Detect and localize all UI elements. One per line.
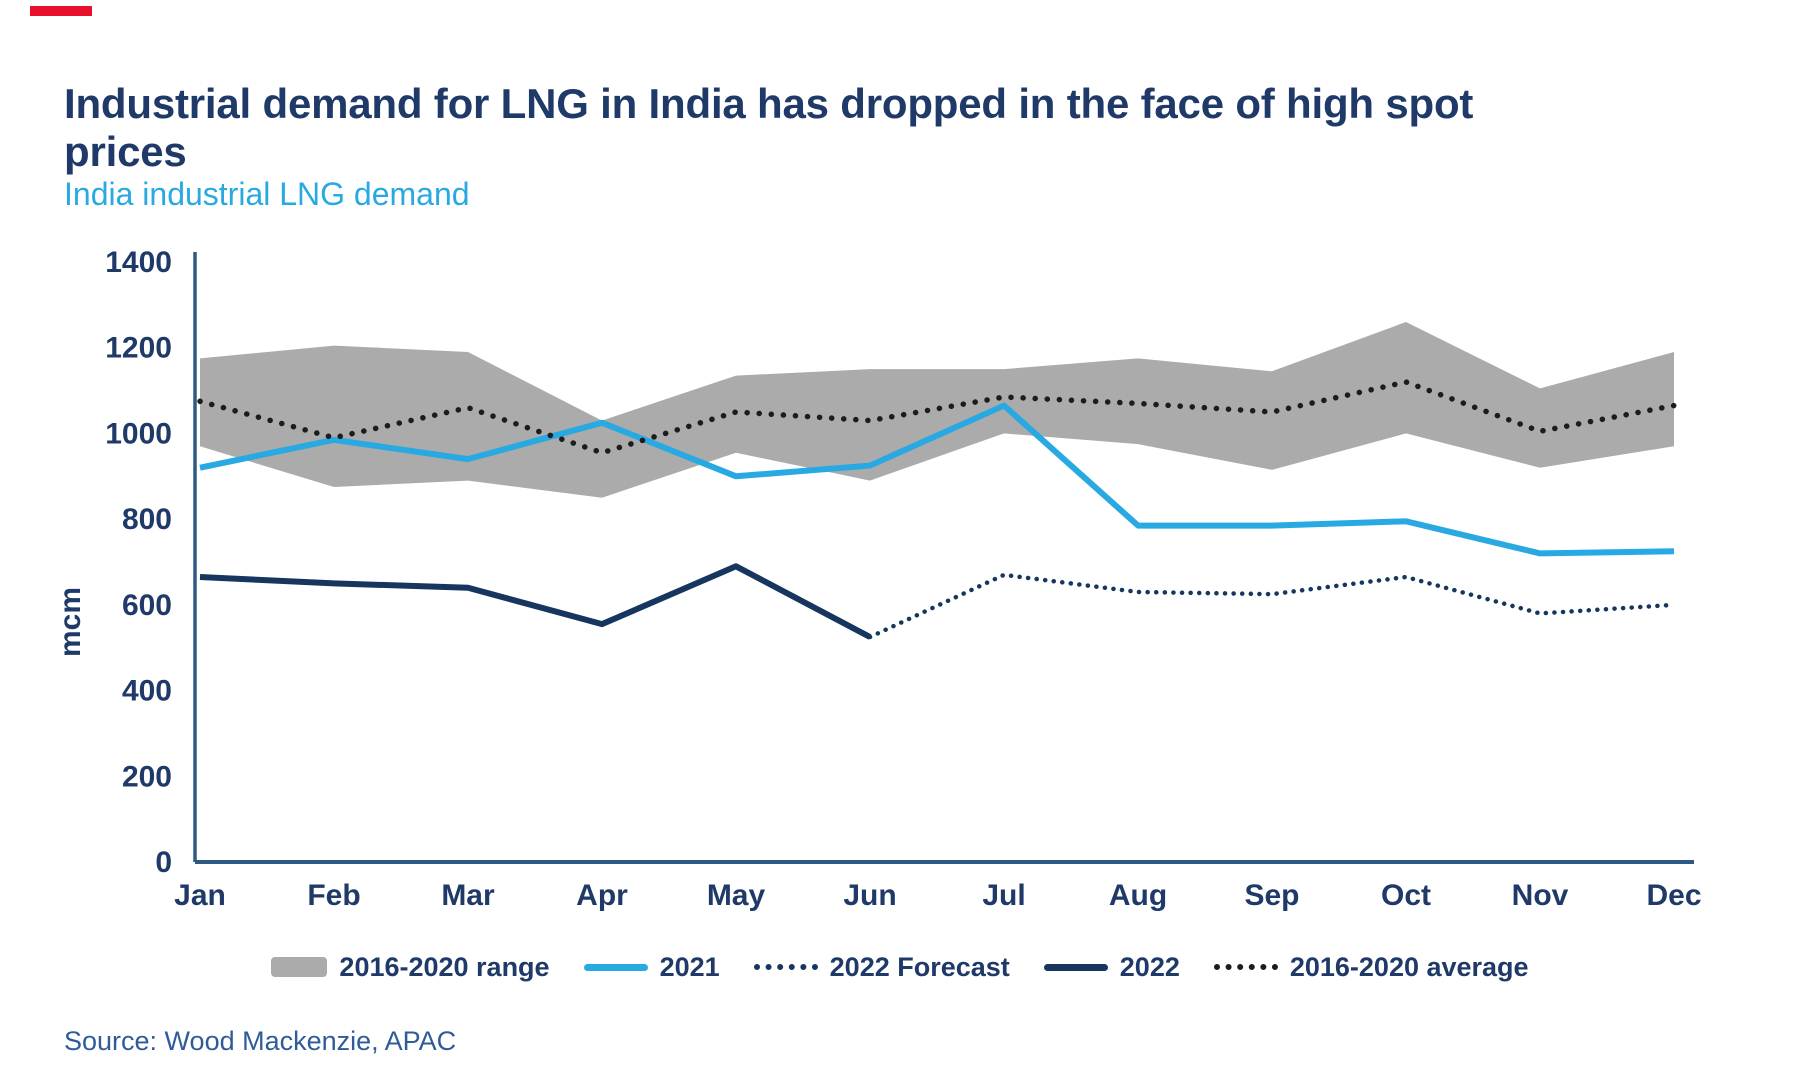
x-tick-label-oct: Oct (1381, 879, 1431, 912)
x-tick-label-jul: Jul (982, 879, 1025, 912)
source-note: Source: Wood Mackenzie, APAC (64, 1026, 457, 1056)
x-tick-label-jun: Jun (843, 879, 896, 912)
line-2022-swatch-icon (1043, 963, 1108, 971)
y-tick-label-400: 400 (122, 675, 172, 708)
legend-item-2022-forecast: 2022 Forecast (753, 951, 1010, 983)
legend-item-range: 2016-2020 range (271, 951, 550, 983)
range-band-area (200, 322, 1674, 498)
x-tick-label-dec: Dec (1646, 879, 1701, 912)
legend-label-2022: 2022 (1119, 951, 1180, 982)
y-axis-title: mcm (54, 587, 87, 657)
range-band-swatch-icon (271, 957, 328, 977)
legend-item-2021: 2021 (583, 951, 720, 983)
legend-item-average: 2016-2020 average (1213, 951, 1529, 983)
chart-legend: 2016-2020 range 2021 2022 Forecast 2022 … (0, 944, 1800, 990)
legend-item-2022: 2022 (1043, 951, 1180, 983)
y-tick-label-1000: 1000 (105, 417, 172, 450)
x-tick-label-jan: Jan (174, 879, 226, 912)
y-tick-label-1200: 1200 (105, 332, 172, 365)
y-tick-label-600: 600 (122, 589, 172, 622)
series-line-2021 (199, 402, 1675, 557)
y-tick-label-0: 0 (155, 846, 172, 879)
page-title: Industrial demand for LNG in India has d… (64, 80, 1474, 175)
x-tick-label-sep: Sep (1244, 879, 1299, 912)
legend-label-range: 2016-2020 range (339, 951, 550, 982)
dotted-forecast-swatch-icon (753, 964, 818, 970)
brand-accent-bar (30, 6, 92, 16)
dotted-average-swatch-icon (1213, 964, 1278, 970)
line-2021-swatch-icon (583, 963, 648, 971)
x-tick-label-aug: Aug (1109, 879, 1167, 912)
y-tick-label-200: 200 (122, 760, 172, 793)
chart-subtitle: India industrial LNG demand (64, 176, 470, 212)
legend-label-2022-forecast: 2022 Forecast (829, 951, 1010, 982)
legend-label-average: 2016-2020 average (1289, 951, 1529, 982)
series-line-2016-2020-average (197, 379, 1677, 456)
series-line-2022 (199, 563, 872, 640)
x-tick-label-nov: Nov (1512, 879, 1569, 912)
legend-label-2021: 2021 (659, 951, 720, 982)
x-tick-label-may: May (707, 879, 766, 912)
x-tick-label-apr: Apr (576, 879, 628, 912)
y-tick-label-800: 800 (122, 503, 172, 536)
x-tick-label-mar: Mar (441, 879, 495, 912)
y-tick-label-1400: 1400 (105, 246, 172, 279)
series-line-2022-forecast (867, 572, 1677, 640)
x-tick-label-feb: Feb (307, 879, 360, 912)
